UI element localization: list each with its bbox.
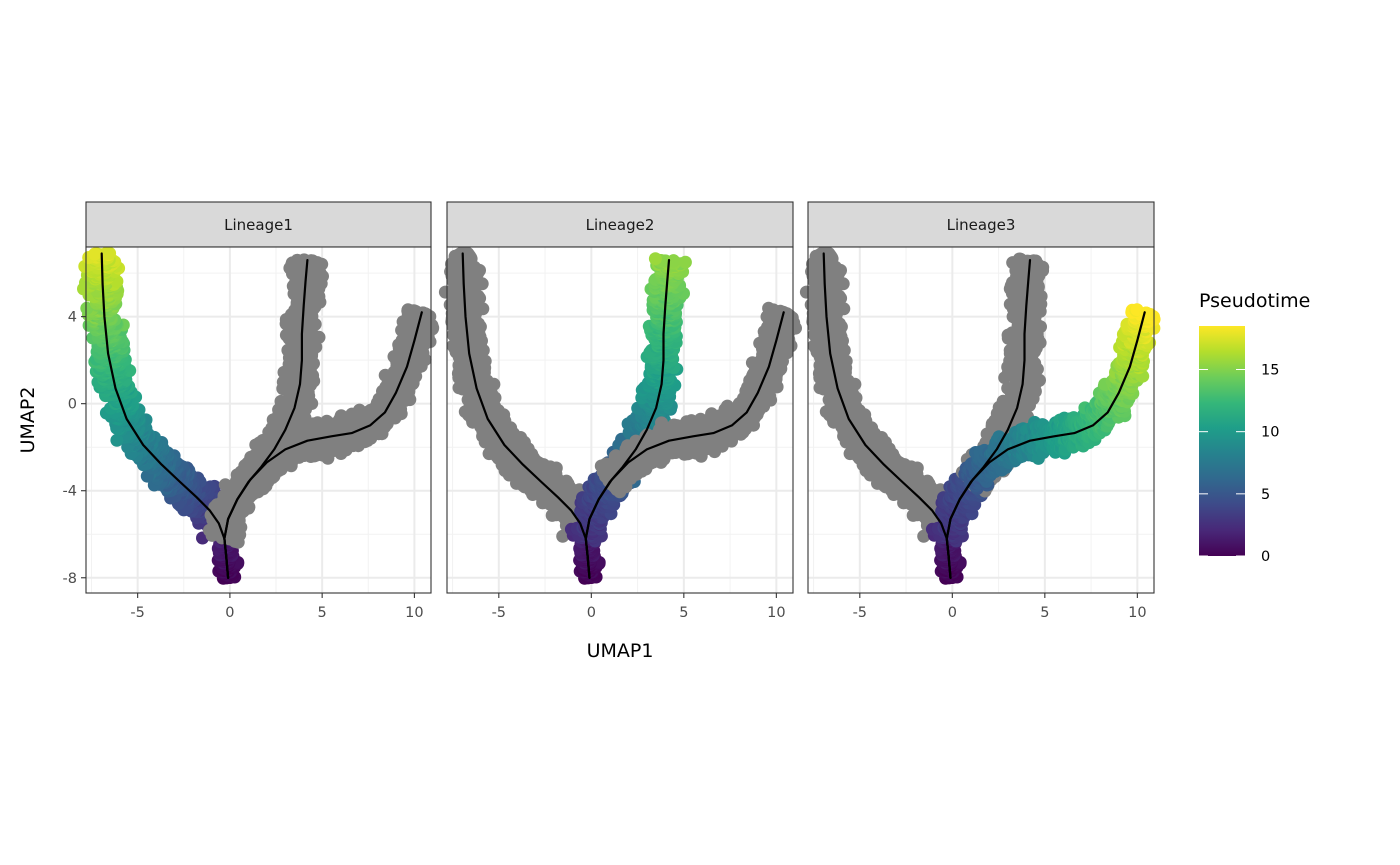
x-tick-label: 5 (318, 605, 327, 621)
cell-point (297, 253, 311, 267)
cell-point (88, 247, 102, 261)
facet-strip-lineage1 (85, 201, 432, 248)
facet-lineage2: Lineage2 -5 0 5 10 (438, 201, 802, 621)
x-tick-label: 10 (405, 605, 423, 621)
facet-label-lineage1: Lineage1 (224, 216, 293, 234)
x-tick-label: 0 (225, 605, 234, 621)
cell-point (103, 246, 117, 260)
facet-lineage1: Lineage1 -5 0 5 10 (77, 201, 440, 621)
cell-point (453, 247, 467, 261)
x-tick-label: -5 (130, 605, 144, 621)
facet-label-lineage2: Lineage2 (586, 216, 655, 234)
